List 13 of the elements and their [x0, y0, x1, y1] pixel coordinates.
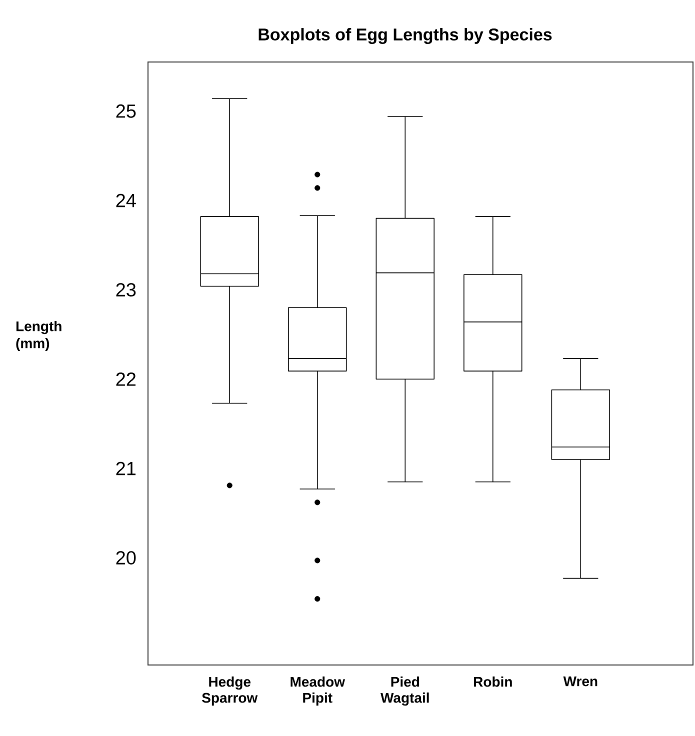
y-tick-label: 21	[116, 462, 136, 476]
x-tick-label: Meadow Pipit	[290, 676, 346, 706]
y-tick-label: 23	[116, 283, 136, 297]
x-tick-label: Pied Wagtail	[380, 676, 429, 706]
y-tick-label: 22	[116, 372, 136, 386]
x-tick-label: Wren	[563, 676, 598, 686]
y-tick-label: 20	[116, 551, 136, 565]
x-tick-label: Robin	[474, 676, 512, 687]
chart-title: Boxplots of Egg Lengths by Species	[258, 28, 552, 44]
y-axis-title: Length (mm)	[16, 320, 62, 352]
y-tick-label: 24	[116, 194, 136, 208]
y-tick-label: 25	[116, 104, 136, 118]
x-tick-label: Hedge Sparrow	[202, 676, 258, 706]
